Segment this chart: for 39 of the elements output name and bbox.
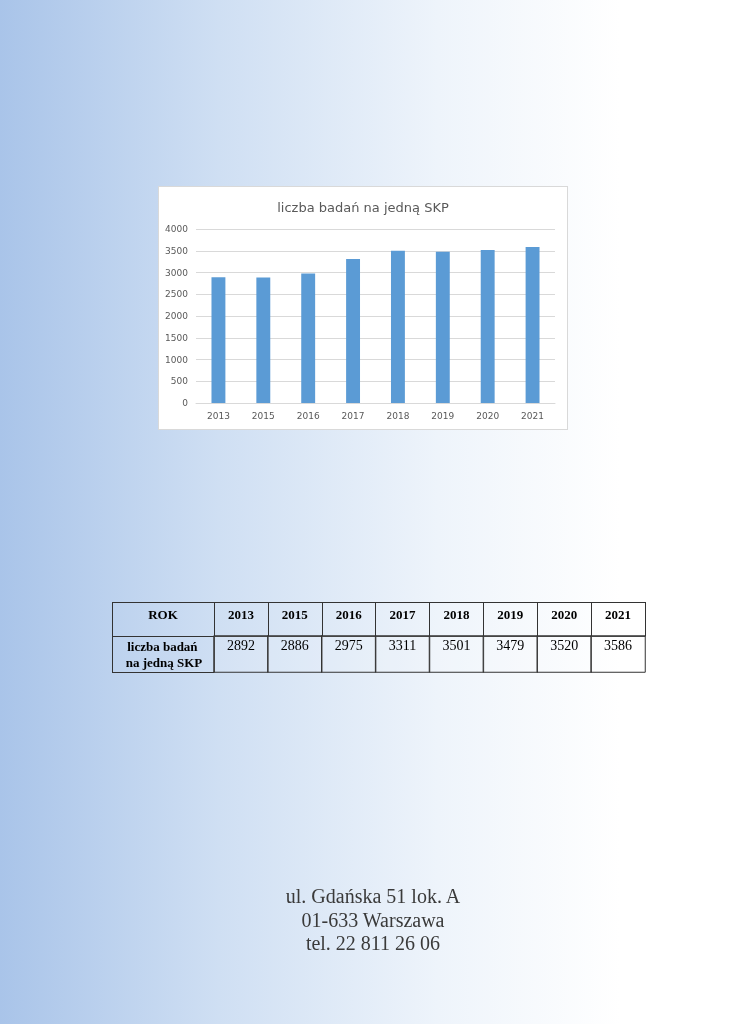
y-tick-label: 1500	[165, 332, 189, 343]
x-tick-label: 2015	[251, 410, 275, 421]
y-tick-label: 3000	[165, 267, 189, 278]
data-label: 3479	[496, 637, 525, 653]
y-tick-label: 2500	[165, 289, 189, 300]
x-tick-label: 2020	[476, 410, 500, 421]
text: ul. Gdańska 51 lok. A	[285, 885, 461, 907]
x-tick-label: 2019	[497, 607, 524, 622]
text: tel. 22 811 26 06	[305, 932, 441, 954]
x-tick-label: 2018	[386, 410, 410, 421]
x-tick-label: 2015	[281, 607, 309, 622]
y-tick-label: liczba badań na jedną SKP	[125, 638, 203, 670]
x-tick-label: 2016	[335, 607, 363, 622]
x-tick-label: 2021	[521, 410, 545, 421]
data-label: 2886	[280, 637, 309, 653]
y-tick-label: 2000	[165, 311, 189, 321]
chart-title: liczba badań na jedną SKP	[277, 200, 449, 215]
x-tick-label: 2020	[551, 607, 578, 622]
data-label: 2975	[334, 637, 363, 653]
x-tick-label: 2017	[341, 410, 365, 421]
x-tick-label: 2016	[296, 410, 320, 421]
x-tick-label: 2021	[605, 607, 632, 622]
y-tick-label: 4000	[165, 224, 189, 234]
x-tick-label: 2019	[431, 410, 455, 421]
data-label: 2892	[226, 637, 255, 653]
data-label: 3586	[604, 637, 633, 653]
y-tick-label: 0	[182, 398, 189, 408]
data-label: 3311	[388, 637, 417, 653]
x-tick-label: 2018	[443, 607, 470, 622]
y-tick-label: 500	[170, 376, 189, 387]
x-axis-title: ROK	[148, 607, 179, 622]
data-label: 3520	[550, 637, 579, 653]
x-tick-label: 2013	[227, 607, 255, 622]
x-tick-label: 2013	[206, 410, 230, 421]
y-tick-label: 1000	[165, 354, 189, 365]
x-tick-label: 2017	[389, 607, 417, 622]
text: 01-633 Warszawa	[301, 908, 445, 931]
data-label: 3501	[442, 637, 471, 653]
y-tick-label: 3500	[165, 245, 189, 256]
